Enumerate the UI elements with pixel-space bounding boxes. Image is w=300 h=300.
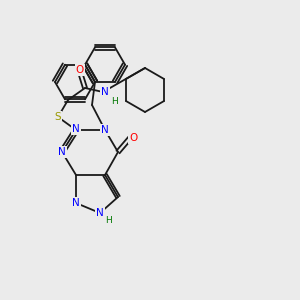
Text: N: N	[72, 124, 80, 134]
Text: O: O	[76, 65, 84, 75]
Text: N: N	[72, 198, 80, 208]
Text: N: N	[101, 125, 109, 135]
Text: N: N	[58, 147, 66, 157]
Text: H: H	[111, 97, 118, 106]
Text: O: O	[129, 133, 137, 143]
Text: N: N	[101, 87, 109, 97]
Text: S: S	[55, 112, 61, 122]
Text: H: H	[105, 216, 112, 225]
Text: N: N	[96, 208, 104, 218]
